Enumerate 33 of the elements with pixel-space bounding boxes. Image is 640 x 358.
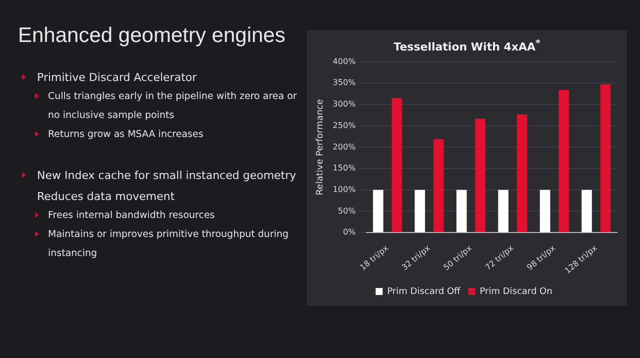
bar [516, 114, 528, 232]
bar [600, 84, 611, 232]
bar [456, 190, 467, 232]
y-tick-label: 400% [332, 56, 356, 66]
bar [414, 190, 426, 232]
bar [540, 190, 550, 232]
text: Returns grow as MSAA increases [48, 129, 204, 140]
text: Maintains or improves primitive throughput during instancing [48, 229, 289, 259]
chart-title: Tessellation With 4xAA$^{*}$ [392, 38, 542, 54]
y-tick-label: 300% [332, 100, 356, 109]
bar [582, 190, 592, 232]
y-tick-label: 0% [342, 228, 356, 237]
bar [558, 90, 569, 232]
text: Frees internal bandwidth resources [48, 210, 215, 221]
text: New Index cache for small instanced geometry [37, 169, 296, 182]
bar [433, 139, 444, 232]
y-tick-label: 150% [332, 164, 356, 173]
text: Culls triangles early in the pipeline with zero area or no inclusive sample points [48, 91, 297, 121]
bar [498, 190, 508, 232]
y-tick-label: 250% [332, 120, 356, 130]
text: Reduces data movement [37, 190, 175, 203]
y-tick-label: 350% [332, 78, 356, 88]
y-tick-label: 200% [332, 142, 356, 152]
bar [372, 190, 384, 232]
bar [475, 118, 486, 232]
y-tick-label: 50% [338, 206, 356, 216]
bar [392, 98, 402, 232]
y-axis-title: Relative Performance [316, 98, 326, 196]
y-tick-label: 100% [332, 184, 356, 194]
legend-label: Prim Discard On [480, 286, 552, 297]
legend-label: Prim Discard Off [387, 286, 462, 297]
text: Enhanced geometry engines [18, 24, 286, 47]
text: Primitive Discard Accelerator [37, 71, 197, 84]
